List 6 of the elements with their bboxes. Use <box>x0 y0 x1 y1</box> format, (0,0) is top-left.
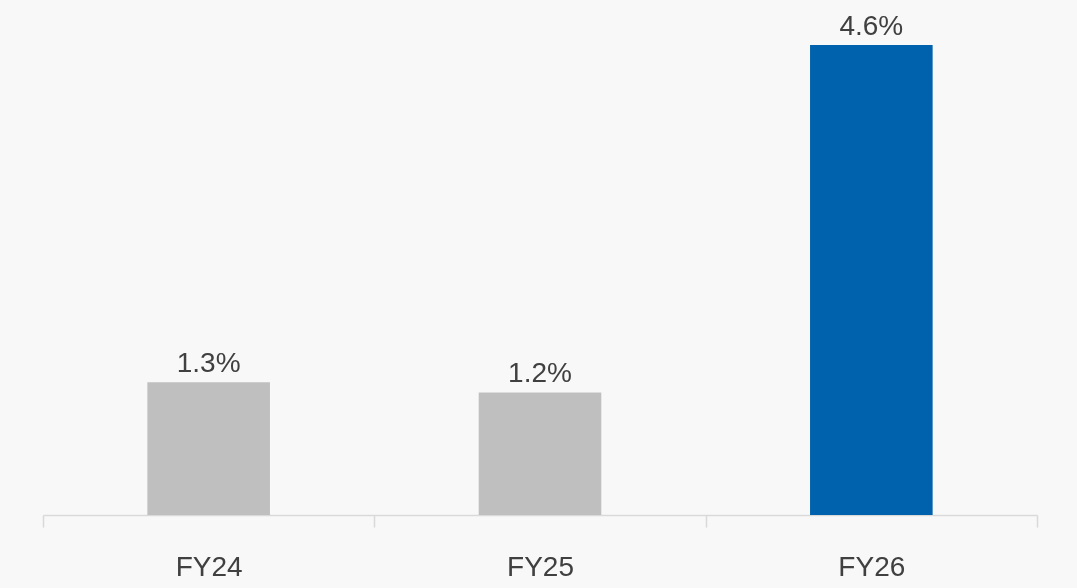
x-tick-label: FY26 <box>838 550 906 582</box>
x-tick-label: FY24 <box>175 550 243 582</box>
data-label: 1.2% <box>508 357 572 389</box>
data-label: 4.6% <box>839 10 904 41</box>
x-tick-label: FY25 <box>507 550 574 582</box>
data-label: 1.3% <box>176 347 241 379</box>
